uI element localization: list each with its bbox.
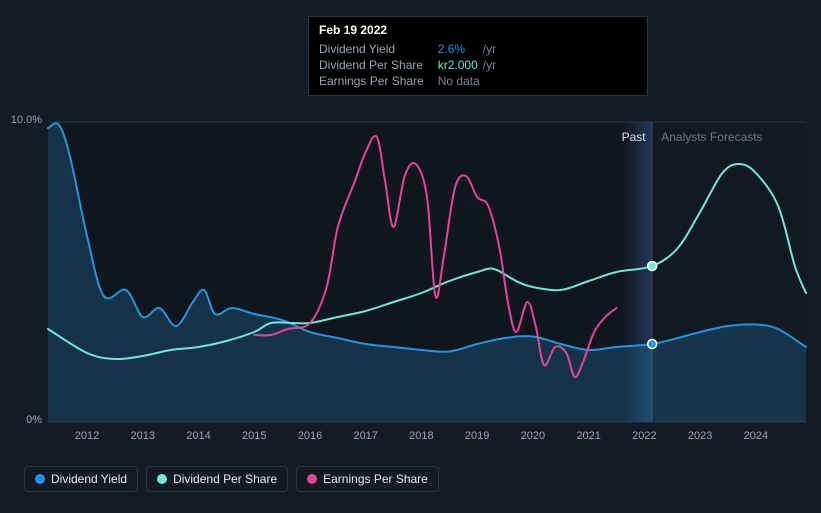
legend-dot-icon (35, 474, 45, 484)
x-tick-label: 2013 (131, 430, 155, 442)
tooltip-row-unit: /yr (480, 41, 496, 57)
tooltip-row-unit: /yr (480, 57, 496, 73)
legend-item[interactable]: Dividend Yield (24, 466, 138, 492)
y-tick-label: 10.0% (0, 114, 42, 126)
x-tick-label: 2014 (186, 430, 210, 442)
chart-legend: Dividend Yield Dividend Per Share Earnin… (24, 466, 439, 492)
tooltip-row-value: 2.6% (438, 41, 480, 57)
region-label-past: Past (622, 130, 646, 144)
chart-tooltip: Feb 19 2022 Dividend Yield 2.6% /yrDivid… (308, 16, 648, 96)
x-tick-label: 2020 (521, 430, 545, 442)
x-tick-label: 2021 (576, 430, 600, 442)
dividend-chart: 10.0% 0% 2012 2013 2014 2015 2016 2017 2018 2019… (0, 0, 821, 508)
legend-dot-icon (307, 474, 317, 484)
region-label-forecast: Analysts Forecasts (661, 130, 762, 144)
tooltip-row: Earnings Per Share No data (319, 73, 496, 89)
x-tick-label: 2024 (744, 430, 768, 442)
tooltip-row-value: kr2.000 (438, 57, 480, 73)
tooltip-date: Feb 19 2022 (319, 23, 637, 37)
x-tick-label: 2015 (242, 430, 266, 442)
legend-item[interactable]: Earnings Per Share (296, 466, 439, 492)
x-tick-label: 2012 (75, 430, 99, 442)
tooltip-row-unit (480, 73, 496, 89)
y-tick-label: 0% (0, 414, 42, 426)
tooltip-row: Dividend Yield 2.6% /yr (319, 41, 496, 57)
legend-dot-icon (157, 474, 167, 484)
legend-label: Earnings Per Share (323, 472, 428, 486)
legend-label: Dividend Yield (51, 472, 127, 486)
tooltip-row-value: No data (438, 73, 480, 89)
tooltip-row-label: Dividend Per Share (319, 57, 438, 73)
x-tick-label: 2017 (353, 430, 377, 442)
tooltip-table: Dividend Yield 2.6% /yrDividend Per Shar… (319, 41, 496, 89)
x-tick-label: 2018 (409, 430, 433, 442)
x-tick-label: 2022 (632, 430, 656, 442)
legend-item[interactable]: Dividend Per Share (146, 466, 288, 492)
tooltip-row: Dividend Per Share kr2.000 /yr (319, 57, 496, 73)
tooltip-row-label: Dividend Yield (319, 41, 438, 57)
x-tick-label: 2019 (465, 430, 489, 442)
x-tick-label: 2023 (688, 430, 712, 442)
x-tick-label: 2016 (298, 430, 322, 442)
tooltip-row-label: Earnings Per Share (319, 73, 438, 89)
legend-label: Dividend Per Share (173, 472, 277, 486)
